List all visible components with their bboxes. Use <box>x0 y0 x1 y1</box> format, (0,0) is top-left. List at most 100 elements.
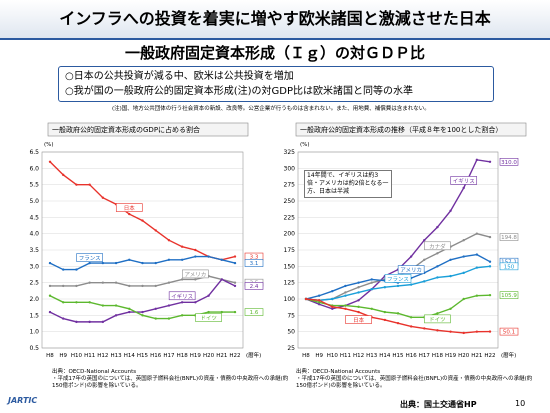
y-tick-label: 225 <box>284 214 296 221</box>
x-tick-label: H18 <box>177 353 189 359</box>
chart-title-box <box>47 122 249 137</box>
point <box>357 291 360 294</box>
point <box>207 255 210 258</box>
point <box>62 173 65 177</box>
legend-label: 日本 <box>124 204 136 212</box>
point <box>383 310 387 314</box>
point <box>194 248 197 252</box>
point <box>48 294 52 297</box>
point <box>114 304 118 307</box>
x-tick-label: H16 <box>406 353 418 359</box>
x-tick-label: H13 <box>366 353 378 359</box>
point <box>370 307 373 310</box>
point <box>154 317 157 320</box>
end-label-box <box>244 308 264 316</box>
x-tick-label: H14 <box>124 353 136 359</box>
legend-label: 日本 <box>353 316 365 324</box>
end-label-box <box>499 262 519 271</box>
source-note: ・平成17年の英国のについては、英国原子燃料会社(BNFL)の資産・債務の中央政… <box>52 376 289 389</box>
point <box>317 294 321 297</box>
point <box>409 255 413 258</box>
point <box>75 268 78 271</box>
legend-box <box>424 241 451 251</box>
x-tick-label: H8 <box>46 353 54 359</box>
point <box>370 281 373 284</box>
x-tick-label: H9 <box>315 353 323 359</box>
y-tick-label: 75 <box>287 312 295 319</box>
point <box>357 310 360 314</box>
point <box>180 301 184 304</box>
x-unit: (暦年) <box>501 351 516 359</box>
x-tick-label: H11 <box>340 353 351 359</box>
point <box>462 297 465 301</box>
point <box>475 232 479 235</box>
point <box>88 281 91 284</box>
x-tick-label: H19 <box>190 353 202 359</box>
point <box>233 310 237 314</box>
end-label: 194.8 <box>501 235 517 241</box>
point <box>488 265 492 268</box>
point <box>114 281 118 284</box>
point <box>180 258 184 261</box>
chart-title: 一般政府公的固定資本形成のGDPに占める割合 <box>52 125 200 134</box>
end-label-box <box>499 158 519 166</box>
y-tick-label: 300 <box>284 165 296 172</box>
point <box>423 239 426 242</box>
x-tick-label: H15 <box>137 353 149 359</box>
legend-label: ドイツ <box>429 317 446 323</box>
y-tick-label: 100 <box>284 296 296 303</box>
point <box>154 229 157 232</box>
point <box>383 286 387 289</box>
point <box>317 299 321 302</box>
legend-label: フランス <box>387 276 409 283</box>
y-tick-label: 1.5 <box>29 312 39 319</box>
point <box>141 314 144 317</box>
legend-label: アメリカ <box>400 267 422 274</box>
y-tick-label: 150 <box>284 263 296 270</box>
point <box>128 310 131 314</box>
x-tick-label: H21 <box>216 353 227 359</box>
point <box>233 281 237 284</box>
point <box>436 252 439 255</box>
x-tick-label: H14 <box>379 353 391 359</box>
point <box>317 301 321 304</box>
point <box>449 274 452 278</box>
point <box>101 281 105 284</box>
legend-label: アメリカ <box>184 271 206 278</box>
point <box>88 301 91 304</box>
point <box>101 261 105 265</box>
slide-subtitle: 一般政府固定資本形成（Ｉｇ）の対ＧＤＰ比 <box>124 44 425 62</box>
point <box>357 286 360 289</box>
point <box>141 219 144 222</box>
x-tick-label: H16 <box>150 353 162 359</box>
source: 出典：OECD-National Accounts ・平成17年の英国のについては… <box>52 369 292 390</box>
point <box>370 288 373 291</box>
legend-box <box>182 269 209 279</box>
y-tick-label: 125 <box>284 280 296 287</box>
point <box>48 261 52 265</box>
point <box>409 325 413 328</box>
y-tick-label: 175 <box>284 247 296 254</box>
end-label-box <box>499 291 519 299</box>
y-tick-label: 2.0 <box>29 296 39 303</box>
y-tick-label: 3.0 <box>29 263 39 270</box>
point <box>436 276 439 279</box>
x-tick-label: H17 <box>163 353 175 359</box>
point <box>331 307 334 310</box>
y-tick-label: 4.5 <box>29 214 39 221</box>
point <box>154 307 157 310</box>
point <box>396 312 400 315</box>
y-tick-label: 0.5 <box>29 345 39 352</box>
point <box>331 289 334 293</box>
y-tick-label: 325 <box>284 149 296 156</box>
point <box>88 183 91 186</box>
end-label: 50.1 <box>503 330 515 336</box>
point <box>436 265 439 268</box>
end-label: 3.1 <box>250 261 259 267</box>
legend-box <box>195 313 222 322</box>
end-label: 3.3 <box>250 255 259 261</box>
point <box>167 317 171 320</box>
y-tick-label: 250 <box>284 198 296 205</box>
legend-box <box>384 274 412 283</box>
